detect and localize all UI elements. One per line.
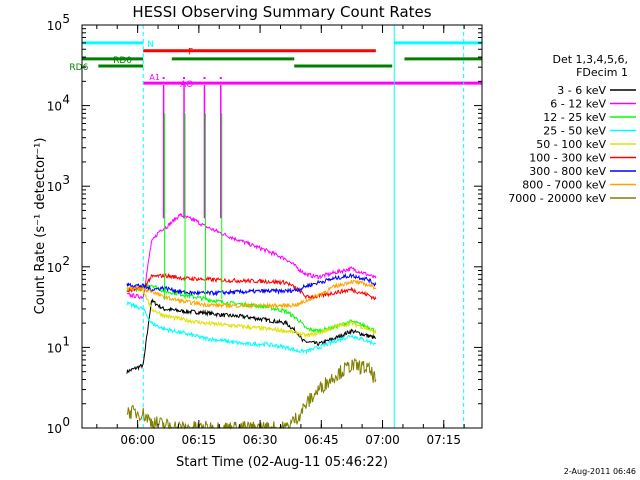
flag-label-rd6: RD6	[69, 63, 88, 73]
y-tick-label-3: 10	[47, 180, 62, 194]
series-line-3	[126, 301, 377, 355]
x-tick-label-4: 07:00	[365, 433, 400, 447]
y-tick-label-4: 10	[47, 100, 62, 114]
y-tick-exponent-2: 2	[62, 254, 70, 268]
y-tick-label-0: 10	[47, 422, 62, 436]
y-tick-label-5: 10	[47, 19, 62, 33]
flag-label-ao: AO	[180, 80, 193, 90]
flag-label-n: N	[147, 40, 154, 50]
legend-label-8: 7000 - 20000 keV	[508, 192, 606, 205]
legend-label-0: 3 - 6 keV	[557, 84, 606, 97]
attenuator-marker: A1	[149, 73, 160, 82]
x-tick-label-0: 06:00	[120, 433, 155, 447]
series-line-5	[126, 272, 377, 301]
y-tick-exponent-3: 3	[62, 173, 70, 187]
series-line-6	[126, 272, 377, 297]
spike-layer	[162, 85, 223, 299]
y-tick-exponent-1: 1	[62, 334, 70, 348]
legend-label-6: 300 - 800 keV	[529, 165, 606, 178]
ao-dot-2	[203, 77, 206, 80]
x-tick-label-1: 06:15	[182, 433, 217, 447]
legend-label-2: 12 - 25 keV	[543, 111, 606, 124]
x-tick-label-5: 07:15	[426, 433, 461, 447]
legend-header-line-2: FDecim 1	[576, 66, 628, 79]
flag-label-f: F	[188, 48, 193, 58]
ao-dot-0	[162, 77, 165, 80]
ao-dot-1	[183, 77, 186, 80]
y-tick-label-1: 10	[47, 341, 62, 355]
series-line-0	[126, 298, 376, 374]
flag-bars: N F RD0 RD6 AO A1	[69, 40, 482, 90]
legend-label-5: 100 - 300 keV	[529, 152, 606, 165]
y-tick-label-2: 10	[47, 261, 62, 275]
legend-header-line-1: Det 1,3,4,5,6,	[552, 53, 628, 66]
y-tick-exponent-5: 5	[62, 12, 70, 26]
series-line-1	[126, 213, 377, 300]
ao-dot-3	[219, 77, 222, 80]
y-axis-label: Count Rate (s⁻¹ detector⁻¹)	[33, 138, 48, 315]
legend-label-1: 6 - 12 keV	[550, 98, 606, 111]
legend-label-7: 800 - 7000 keV	[522, 179, 606, 192]
vertical-markers	[142, 25, 465, 428]
footer-timestamp: 2-Aug-2011 06:46	[564, 467, 636, 476]
plot-frame	[81, 24, 483, 429]
legend-label-3: 25 - 50 keV	[543, 125, 606, 138]
series-line-7	[126, 279, 377, 310]
chart-title: HESSI Observing Summary Count Rates	[132, 3, 431, 21]
y-tick-exponent-4: 4	[62, 93, 70, 107]
legend-label-4: 50 - 100 keV	[536, 138, 606, 151]
series-line-4	[126, 285, 377, 339]
series-line-8	[126, 357, 377, 430]
x-axis-label: Start Time (02-Aug-11 05:46:22)	[176, 455, 388, 470]
x-tick-label-2: 06:30	[243, 433, 278, 447]
flag-label-rd0: RD0	[113, 56, 132, 66]
y-tick-exponent-0: 0	[62, 415, 70, 429]
x-tick-label-3: 06:45	[304, 433, 339, 447]
series-layer	[126, 213, 377, 430]
